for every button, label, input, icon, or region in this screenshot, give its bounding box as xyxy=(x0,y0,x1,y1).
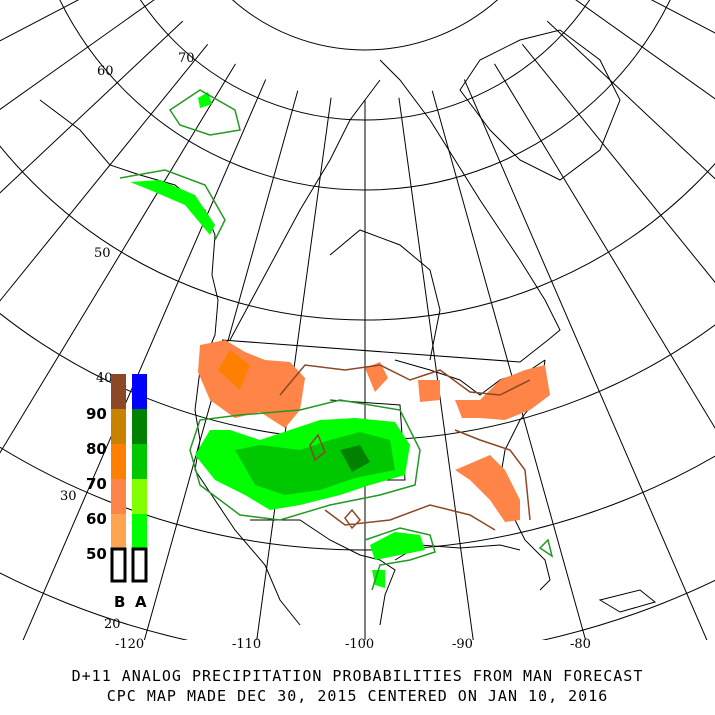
meridian-line xyxy=(494,63,715,429)
legend-level: 90 xyxy=(86,405,107,423)
lon-label: -80 xyxy=(570,637,591,652)
meridian-line xyxy=(650,0,715,34)
legend-below-swatch xyxy=(111,444,126,479)
meridian-line xyxy=(0,0,80,42)
lon-label: -120 xyxy=(115,637,144,652)
legend-below-label: B xyxy=(114,593,125,611)
meridian-line xyxy=(143,90,299,640)
latitude-circle xyxy=(232,0,498,51)
legend-above-swatch xyxy=(132,514,147,549)
legend-above-empty-box xyxy=(131,547,148,583)
below-normal-areas xyxy=(198,340,550,522)
legend-level: 80 xyxy=(86,440,107,458)
meridian-line xyxy=(0,0,155,111)
legend-above-swatch xyxy=(132,444,147,479)
meridian-line xyxy=(0,43,209,302)
longitude-labels: -120 -110 -100 -90 -80 xyxy=(115,637,591,652)
legend-below-swatch xyxy=(111,514,126,549)
lat-label: 40 xyxy=(96,371,113,386)
legend-below-swatch xyxy=(111,479,126,514)
latitude-circle xyxy=(0,572,715,640)
legend-below-empty-box xyxy=(110,547,127,583)
legend-above-label: A xyxy=(135,593,147,611)
meridian-line xyxy=(0,20,184,194)
meridian-line xyxy=(398,97,474,640)
meridian-line xyxy=(521,43,715,284)
legend-level: 70 xyxy=(86,475,107,493)
latitude-circle xyxy=(0,145,715,321)
lon-label: -90 xyxy=(452,637,473,652)
lat-label: 60 xyxy=(97,64,114,79)
latitude-labels: 70 60 50 40 30 20 xyxy=(60,51,195,632)
legend-below-swatch xyxy=(111,409,126,444)
lat-label: 70 xyxy=(178,51,195,66)
lon-label: -110 xyxy=(232,637,261,652)
probability-contours xyxy=(119,89,554,591)
meridian-line xyxy=(575,0,715,100)
probability-legend: 90 80 70 60 50 B A xyxy=(86,374,148,611)
map-title: D+11 ANALOG PRECIPITATION PROBABILITIES … xyxy=(71,667,644,685)
legend-above-swatch xyxy=(132,374,147,409)
legend-level: 60 xyxy=(86,510,107,528)
lon-label: -100 xyxy=(345,637,374,652)
lat-label: 50 xyxy=(94,246,111,261)
lat-label: 20 xyxy=(104,617,121,632)
legend-below-swatch xyxy=(111,374,126,409)
above-normal-areas xyxy=(130,92,425,588)
meridian-line xyxy=(546,20,715,180)
legend-level: 50 xyxy=(86,545,107,563)
meridian-line xyxy=(463,79,708,640)
legend-above-swatch xyxy=(132,479,147,514)
legend-above-swatch xyxy=(132,409,147,444)
lat-label: 30 xyxy=(60,489,77,504)
map-subtitle: CPC MAP MADE DEC 30, 2015 CENTERED ON JA… xyxy=(106,687,609,705)
meridian-line xyxy=(0,63,236,454)
